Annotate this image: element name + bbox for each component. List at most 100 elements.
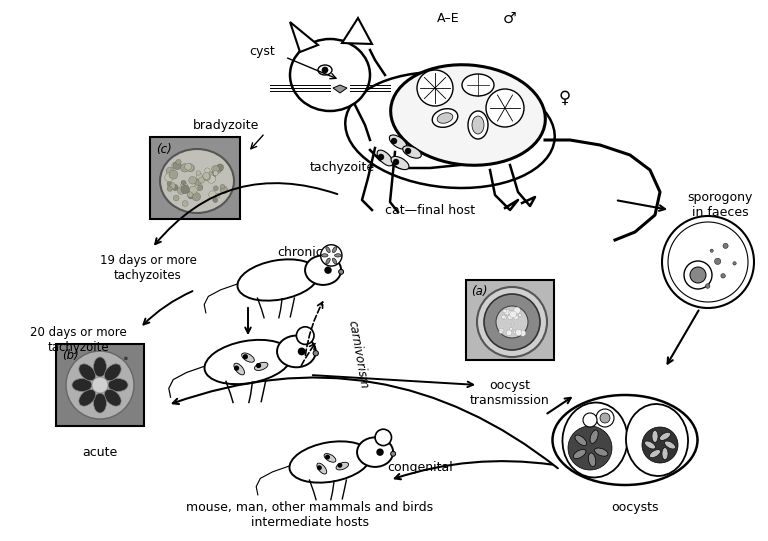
Ellipse shape (324, 453, 336, 462)
Polygon shape (333, 85, 347, 93)
Circle shape (509, 327, 512, 331)
Circle shape (217, 164, 223, 171)
Ellipse shape (277, 335, 316, 367)
Circle shape (182, 186, 188, 192)
Circle shape (391, 138, 397, 144)
Ellipse shape (652, 430, 658, 443)
Circle shape (177, 187, 185, 194)
Text: 19 days or more
tachyzoites: 19 days or more tachyzoites (100, 254, 197, 282)
Ellipse shape (391, 65, 545, 165)
FancyBboxPatch shape (150, 137, 240, 219)
Circle shape (600, 413, 610, 423)
Circle shape (714, 258, 721, 265)
Circle shape (207, 171, 214, 179)
Circle shape (192, 193, 200, 201)
Circle shape (213, 171, 218, 176)
Ellipse shape (108, 379, 128, 392)
Ellipse shape (94, 357, 107, 377)
Circle shape (207, 175, 216, 183)
Circle shape (214, 166, 221, 173)
Circle shape (662, 216, 754, 308)
Circle shape (296, 327, 314, 345)
Circle shape (169, 170, 178, 179)
Ellipse shape (590, 430, 598, 444)
Ellipse shape (254, 362, 268, 371)
Circle shape (215, 193, 220, 198)
Circle shape (508, 314, 513, 320)
Ellipse shape (72, 379, 92, 392)
Ellipse shape (594, 448, 608, 456)
Circle shape (166, 167, 174, 175)
Circle shape (199, 177, 205, 183)
Circle shape (187, 192, 194, 199)
FancyBboxPatch shape (56, 344, 144, 426)
Text: tachyzoite: tachyzoite (310, 162, 375, 175)
Ellipse shape (333, 258, 336, 264)
Circle shape (393, 159, 399, 165)
Ellipse shape (468, 111, 488, 139)
Ellipse shape (305, 255, 341, 285)
Circle shape (721, 274, 725, 278)
Text: cyst: cyst (249, 45, 275, 58)
Circle shape (510, 311, 517, 318)
Ellipse shape (575, 435, 587, 446)
Circle shape (189, 176, 197, 184)
Ellipse shape (660, 432, 670, 440)
Circle shape (167, 186, 172, 192)
Polygon shape (290, 22, 318, 52)
Text: congenital: congenital (387, 461, 453, 474)
Circle shape (496, 306, 528, 338)
Ellipse shape (234, 363, 244, 375)
Circle shape (186, 164, 194, 171)
Ellipse shape (94, 393, 107, 413)
Ellipse shape (237, 259, 319, 301)
Circle shape (723, 243, 728, 248)
Circle shape (172, 162, 178, 169)
Text: acute: acute (82, 445, 118, 459)
Circle shape (187, 164, 194, 171)
Ellipse shape (562, 403, 627, 478)
Circle shape (321, 245, 342, 266)
Circle shape (124, 357, 127, 360)
Circle shape (187, 192, 193, 197)
Ellipse shape (326, 258, 330, 264)
Circle shape (176, 159, 181, 164)
Circle shape (167, 182, 175, 190)
Text: A–E: A–E (437, 11, 459, 24)
Circle shape (322, 67, 328, 73)
Circle shape (514, 315, 518, 320)
Text: sporogony
in faeces: sporogony in faeces (687, 191, 753, 219)
Circle shape (220, 186, 228, 194)
Text: mouse, man, other mammals and birds
intermediate hosts: mouse, man, other mammals and birds inte… (187, 501, 434, 529)
Ellipse shape (290, 441, 370, 483)
Ellipse shape (335, 254, 341, 257)
Circle shape (391, 451, 396, 456)
FancyBboxPatch shape (466, 280, 554, 360)
Polygon shape (342, 18, 372, 44)
Text: carnivorism: carnivorism (346, 320, 370, 390)
Circle shape (190, 186, 197, 194)
Circle shape (313, 351, 319, 356)
Circle shape (205, 168, 210, 173)
Ellipse shape (402, 146, 422, 158)
Text: bradyzoite: bradyzoite (193, 118, 259, 131)
Circle shape (705, 283, 710, 288)
Ellipse shape (336, 463, 349, 470)
Circle shape (257, 364, 260, 367)
Circle shape (502, 315, 507, 320)
Ellipse shape (79, 364, 96, 381)
Circle shape (197, 174, 203, 180)
Circle shape (377, 449, 383, 455)
Circle shape (518, 314, 521, 316)
Circle shape (213, 197, 218, 202)
Ellipse shape (318, 65, 332, 75)
Circle shape (508, 311, 513, 315)
Circle shape (318, 466, 321, 470)
Circle shape (92, 377, 108, 393)
Text: (a): (a) (471, 286, 487, 299)
Circle shape (209, 172, 216, 179)
Circle shape (375, 429, 392, 446)
Circle shape (417, 70, 453, 106)
Circle shape (568, 426, 612, 470)
Circle shape (338, 464, 342, 467)
